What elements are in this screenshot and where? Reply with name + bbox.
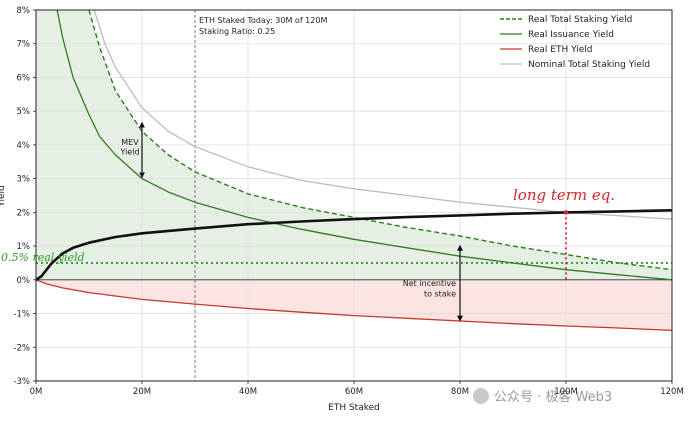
y-tick-label: -1% xyxy=(13,310,30,320)
y-tick-label: 3% xyxy=(17,175,31,185)
x-axis-label: ETH Staked xyxy=(328,403,380,413)
equilibrium-yield-line xyxy=(36,209,672,281)
watermark-icon xyxy=(473,388,489,404)
x-tick-label: 0M xyxy=(30,387,43,397)
x-tick-label: 80M xyxy=(451,387,469,397)
net-incentive-label: to stake xyxy=(424,290,456,299)
x-tick-label: 40M xyxy=(239,387,257,397)
staked-today-info: ETH Staked Today: 30M of 120M xyxy=(199,16,327,25)
legend-label: Real ETH Yield xyxy=(528,45,593,55)
y-tick-label: 5% xyxy=(17,107,31,117)
y-tick-label: 7% xyxy=(17,40,31,50)
real-yield-label: 0.5% real yield xyxy=(1,251,85,264)
y-axis-label: Yield xyxy=(0,185,7,207)
y-tick-label: 2% xyxy=(17,208,31,218)
axes: 0M 20M 40M 60M 80M 100M 120M -3% -2% -1% 0% 1% 2% 3% 4… xyxy=(0,6,684,413)
long-term-eq-point xyxy=(563,210,569,215)
y-tick-label: 1% xyxy=(17,242,31,252)
real-total-staking-yield-line xyxy=(88,10,672,271)
y-tick-label: -2% xyxy=(13,343,30,353)
y-tick-label: 4% xyxy=(17,141,31,151)
mev-label: Yield xyxy=(119,147,139,156)
nominal-total-staking-yield-line xyxy=(93,10,672,220)
y-tick-label: 6% xyxy=(17,73,31,83)
x-tick-label: 20M xyxy=(133,387,151,397)
x-tick-label: 120M xyxy=(660,387,684,397)
legend-label: Real Total Staking Yield xyxy=(528,15,632,25)
x-tick-label: 60M xyxy=(345,387,363,397)
legend-label: Real Issuance Yield xyxy=(528,30,614,40)
staking-ratio-info: Staking Ratio: 0.25 xyxy=(199,27,275,36)
mev-label: MEV xyxy=(121,138,139,147)
legend: Real Total Staking Yield Real Issuance Yi… xyxy=(500,15,650,70)
y-tick-label: 8% xyxy=(17,6,31,16)
y-tick-label: -3% xyxy=(13,377,30,387)
x-tick-label: 100M xyxy=(554,387,578,397)
y-tick-label: 0% xyxy=(17,276,31,286)
legend-label: Nominal Total Staking Yield xyxy=(528,60,650,70)
real-issuance-yield-line xyxy=(56,10,672,281)
long-term-eq-label: long term eq. xyxy=(513,186,615,204)
series-lines xyxy=(36,10,672,332)
net-incentive-label: Net incentive xyxy=(403,279,456,288)
real-eth-yield-line xyxy=(36,279,672,332)
watermark-text: 公众号 · 极客 Web3 xyxy=(494,389,612,405)
